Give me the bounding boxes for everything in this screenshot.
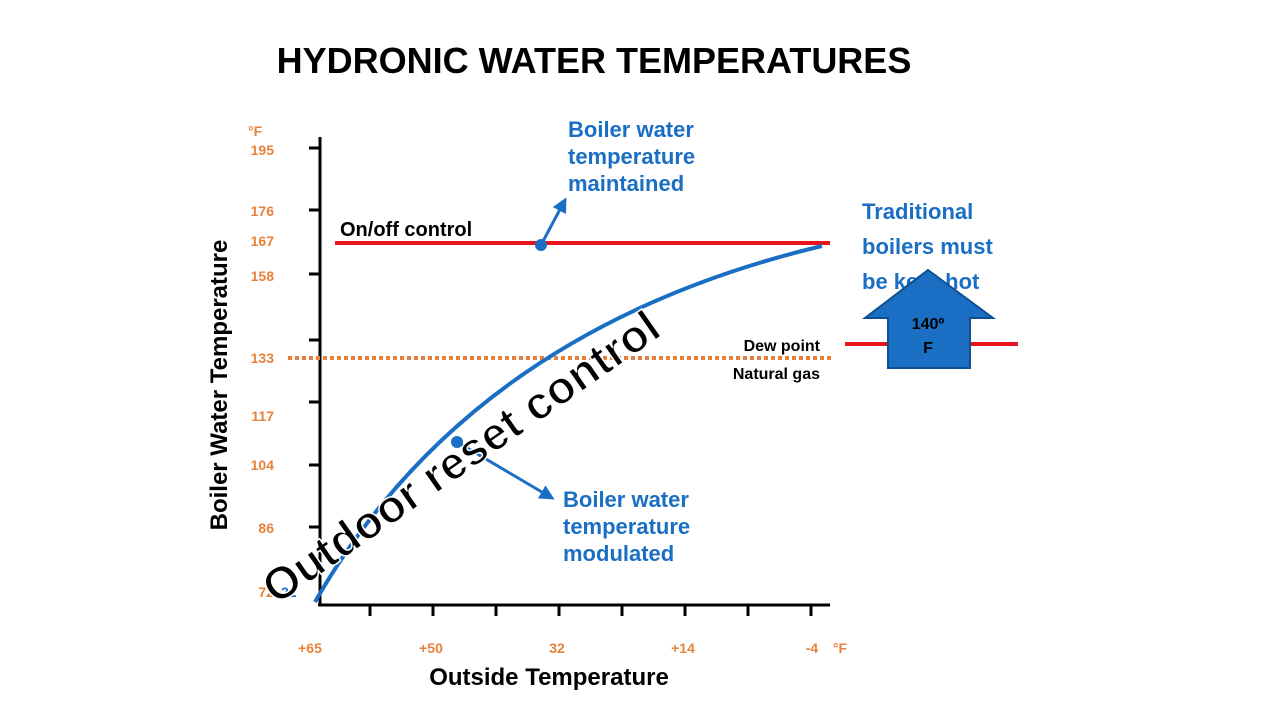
y-title: Boiler Water Temperature (206, 240, 233, 531)
x-unit: °F (833, 640, 848, 656)
y-label: 167 (251, 233, 275, 249)
x-label: +14 (671, 640, 695, 656)
y-label: 86 (258, 520, 274, 536)
modulated-label: modulated (563, 541, 674, 566)
arrow-text: 140º F (912, 316, 945, 357)
title: HYDRONIC WATER TEMPERATURES (277, 40, 912, 81)
x-label: +50 (419, 640, 443, 656)
dew-point-label: Dew point (744, 338, 821, 355)
y-label: 72 (258, 584, 274, 600)
arrow-label-label: F (923, 340, 933, 357)
pointer (456, 440, 555, 500)
y-label: 158 (251, 268, 275, 284)
y-unit: °F (248, 123, 263, 139)
up-arrow (862, 268, 997, 369)
modulated-label: temperature (563, 514, 690, 539)
x-label: -4 (806, 640, 819, 656)
ticks (309, 146, 813, 616)
traditional-label: Traditional (862, 199, 973, 224)
x-title: Outside Temperature (429, 664, 669, 691)
pointer (539, 197, 567, 246)
y-label: 104 (251, 457, 275, 473)
y-label: 117 (251, 408, 274, 424)
maintained-label: Boiler water (568, 117, 694, 142)
x-label: 32 (549, 640, 565, 656)
arrow-label-label: 140º (912, 316, 945, 333)
y-extra-label: 22 (281, 584, 297, 600)
y-label: 176 (251, 203, 275, 219)
modulated-label: Boiler water (563, 487, 689, 512)
dew-point-label: Natural gas (733, 366, 820, 383)
y-label: 195 (251, 142, 275, 158)
maintained-label: temperature (568, 144, 695, 169)
reset-curve (313, 244, 823, 603)
reset-label: Outdoor reset control (252, 300, 669, 614)
x-label: +65 (298, 640, 322, 656)
traditional-label: boilers must (862, 234, 993, 259)
maintained-label: maintained (568, 171, 684, 196)
on-off-label: On/off control (340, 219, 472, 241)
y-label: 133 (251, 350, 275, 366)
